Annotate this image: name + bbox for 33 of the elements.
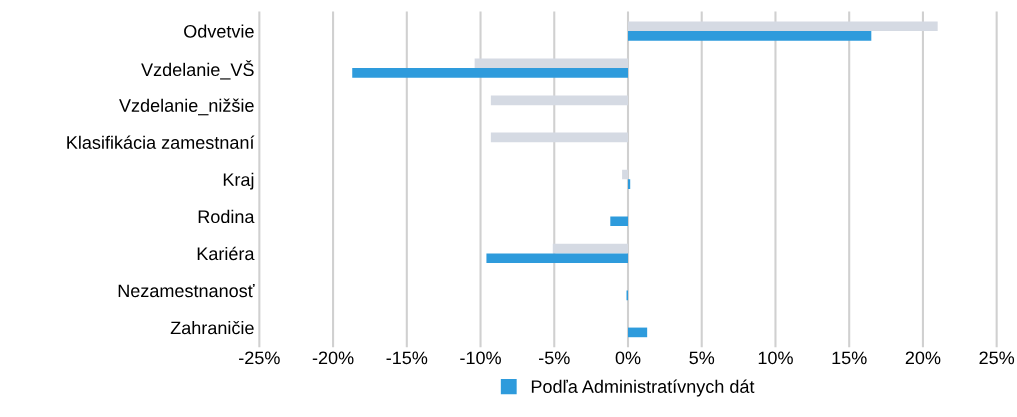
y-tick-label: Zahraničie (170, 320, 254, 335)
x-tick-label: 15% (832, 351, 867, 365)
bar (628, 21, 938, 32)
y-tick-label: Vzdelanie_VŠ (141, 60, 254, 80)
bar (490, 132, 628, 143)
bar (628, 179, 631, 189)
y-tick-label: Klasifikácia zamestnaní (67, 135, 255, 149)
x-tick-label: -10% (460, 351, 501, 365)
bar (474, 58, 628, 69)
x-tick-label: -5% (539, 351, 570, 365)
x-tick-label: 5% (689, 351, 715, 365)
x-tick-label: 0% (615, 351, 641, 365)
x-tick-label: 20% (905, 351, 941, 365)
y-tick-label: Odvetvie (184, 24, 254, 38)
bar (490, 95, 628, 106)
x-tick-label: -20% (312, 351, 354, 365)
x-tick-label: -25% (239, 351, 280, 365)
bar (628, 327, 648, 338)
y-tick-label: Nezamestnanosť (118, 283, 255, 298)
y-tick-label: Kariéra (197, 246, 255, 261)
bar (622, 169, 628, 180)
bar (352, 68, 628, 78)
y-tick-label: Vzdelanie_nižšie (119, 98, 254, 116)
y-tick-label: Kraj (223, 172, 254, 190)
legend-label: Podľa Administratívnych dát (531, 379, 755, 397)
y-tick-label: Rodina (198, 209, 255, 224)
bar (628, 31, 872, 41)
bar (610, 216, 628, 227)
bar (552, 243, 628, 254)
x-tick-label: 10% (758, 351, 793, 365)
x-tick-label: -15% (386, 351, 428, 365)
bar (486, 253, 628, 264)
x-tick-label: 25% (979, 351, 1015, 365)
